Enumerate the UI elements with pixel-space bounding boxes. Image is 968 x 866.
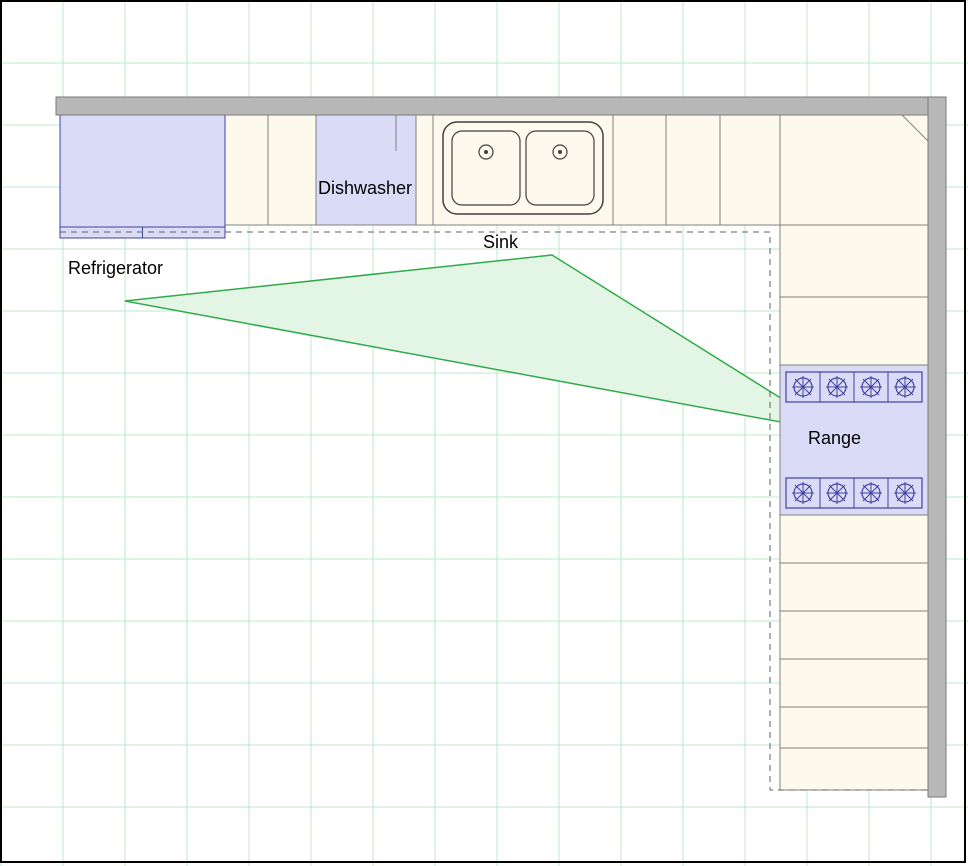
refrigerator-label: Refrigerator [68,258,163,279]
cabinet-top-1 [416,115,433,225]
wall-top [56,97,946,115]
wall-right [928,97,946,797]
range-label: Range [808,428,861,449]
sink-label: Sink [483,232,518,253]
work-triangle [125,255,835,432]
dishwasher [316,115,416,225]
cabinet-right-0 [780,225,928,297]
cabinet-corner [780,115,928,225]
cabinet-top-3 [720,115,780,225]
sink-outer [443,122,603,214]
refrigerator-body [60,115,225,227]
cabinet-right-1 [780,297,928,365]
dishwasher-label: Dishwasher [318,178,412,199]
cabinet-top-0 [225,115,316,225]
floorplan-stage: Refrigerator Dishwasher Sink Range [0,0,968,866]
